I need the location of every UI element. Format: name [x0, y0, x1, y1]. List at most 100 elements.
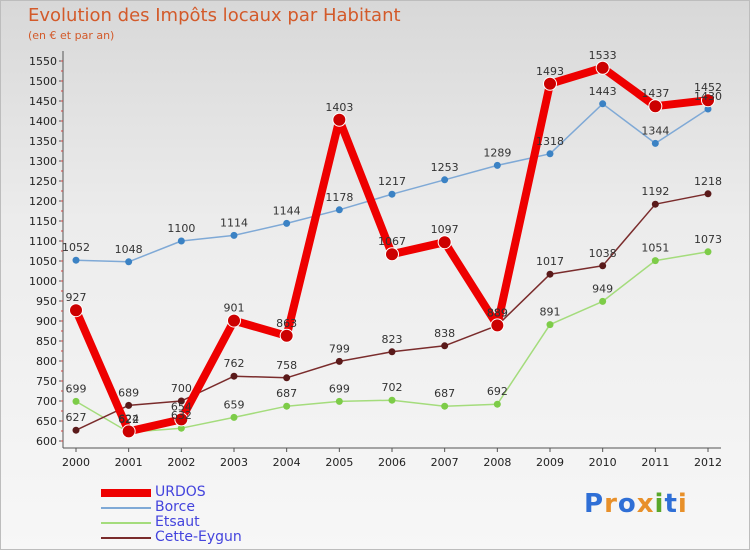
legend-item-borce: Borce — [101, 500, 242, 515]
x-tick-label: 2001 — [115, 456, 143, 469]
legend-item-etsaut: Etsaut — [101, 515, 242, 530]
logo-letter: P — [584, 489, 605, 519]
y-tick-label: 750 — [36, 375, 57, 388]
point-borce — [72, 256, 80, 264]
data-label-borce: 1217 — [378, 175, 406, 188]
data-label-cette-eygun: 700 — [171, 382, 192, 395]
point-etsaut — [230, 413, 238, 421]
point-etsaut — [704, 248, 712, 256]
y-tick-label: 650 — [36, 415, 57, 428]
point-cette-eygun — [283, 374, 291, 382]
data-label-etsaut: 692 — [487, 385, 508, 398]
point-urdos — [490, 318, 505, 333]
y-tick-label: 1400 — [29, 115, 57, 128]
point-urdos — [385, 247, 399, 262]
point-borce — [388, 190, 396, 198]
legend-swatch-cette-eygun — [101, 536, 151, 539]
point-etsaut — [546, 321, 554, 329]
point-borce — [230, 231, 238, 239]
logo-letter: i — [654, 489, 665, 519]
y-tick-label: 700 — [36, 395, 57, 408]
y-tick-label: 1300 — [29, 155, 57, 168]
data-label-cette-eygun: 689 — [118, 386, 139, 399]
x-tick-label: 2000 — [62, 456, 90, 469]
data-label-borce: 1144 — [273, 204, 301, 217]
point-etsaut — [283, 402, 291, 410]
chart-subtitle: (en € et par an) — [28, 29, 115, 42]
legend-item-urdos: URDOS — [101, 485, 242, 500]
series-lines — [69, 60, 715, 439]
point-urdos — [279, 328, 294, 343]
x-tick-label: 2010 — [589, 456, 617, 469]
logo-letter: x — [636, 489, 655, 519]
data-label-urdos: 1452 — [694, 81, 722, 94]
data-label-etsaut: 659 — [224, 398, 245, 411]
point-cette-eygun — [651, 200, 659, 208]
y-tick-label: 1250 — [29, 175, 57, 188]
x-tick-label: 2005 — [325, 456, 353, 469]
data-label-urdos: 1097 — [431, 223, 459, 236]
point-borce — [177, 237, 185, 245]
legend-label-urdos: URDOS — [155, 484, 206, 500]
data-label-etsaut: 699 — [66, 382, 87, 395]
data-label-cette-eygun: 1192 — [641, 185, 669, 198]
legend-label-cette-eygun: Cette-Eygun — [155, 529, 242, 545]
point-urdos — [437, 235, 452, 250]
x-tick-label: 2002 — [167, 456, 195, 469]
data-label-cette-eygun: 823 — [382, 333, 403, 346]
x-tick-label: 2003 — [220, 456, 248, 469]
point-cette-eygun — [72, 426, 80, 434]
axes: 600 650 700 750 800 850 900 950 1000 1050 1100 1150… — [29, 51, 722, 469]
data-label-etsaut: 1073 — [694, 233, 722, 246]
logo-letter: r — [604, 489, 618, 519]
data-label-borce: 1443 — [589, 85, 617, 98]
legend-item-cette-eygun: Cette-Eygun — [101, 530, 242, 545]
data-label-cette-eygun: 1218 — [694, 175, 722, 188]
y-tick-label: 1450 — [29, 95, 57, 108]
point-borce — [704, 105, 712, 113]
point-etsaut — [335, 397, 343, 405]
data-label-cette-eygun: 1017 — [536, 255, 564, 268]
data-labels: 927 624 654 901 863 1403 1067 1097 889 1493 1533 14… — [62, 49, 722, 426]
point-borce — [283, 219, 291, 227]
data-label-cette-eygun: 1038 — [589, 247, 617, 260]
y-tick-label: 950 — [36, 295, 57, 308]
chart-title: Evolution des Impôts locaux par Habitant — [28, 5, 401, 26]
point-urdos — [174, 412, 189, 427]
point-cette-eygun — [704, 190, 712, 198]
data-label-urdos: 901 — [224, 302, 245, 315]
point-etsaut — [388, 396, 396, 404]
y-tick-label: 1000 — [29, 275, 57, 288]
data-label-etsaut: 702 — [382, 381, 403, 394]
data-label-borce: 1114 — [220, 216, 248, 229]
y-tick-label: 1550 — [29, 55, 57, 68]
point-etsaut — [651, 257, 659, 265]
data-label-borce: 1052 — [62, 241, 90, 254]
point-urdos — [332, 112, 347, 127]
legend-swatch-etsaut — [101, 521, 151, 524]
point-urdos — [543, 76, 557, 91]
x-tick-label: 2009 — [536, 456, 564, 469]
point-urdos — [121, 424, 136, 439]
y-tick-label: 1050 — [29, 255, 57, 268]
data-label-etsaut: 632 — [171, 409, 192, 422]
logo-letter: i — [677, 489, 688, 519]
y-tick-label: 600 — [36, 435, 57, 448]
point-urdos — [69, 303, 83, 318]
y-tick-label: 1350 — [29, 135, 57, 148]
y-tick-label: 1500 — [29, 75, 57, 88]
y-tick-label: 850 — [36, 335, 57, 348]
data-label-borce: 1318 — [536, 135, 564, 148]
data-label-borce: 1430 — [694, 90, 722, 103]
point-etsaut — [599, 297, 607, 305]
data-label-borce: 1178 — [325, 191, 353, 204]
data-label-urdos: 927 — [66, 291, 87, 304]
data-label-cette-eygun: 762 — [224, 357, 245, 370]
y-tick-label: 900 — [36, 315, 57, 328]
legend-swatch-borce — [101, 506, 151, 509]
data-label-urdos: 1403 — [325, 101, 353, 114]
point-cette-eygun — [230, 372, 238, 380]
y-tick-label: 800 — [36, 355, 57, 368]
